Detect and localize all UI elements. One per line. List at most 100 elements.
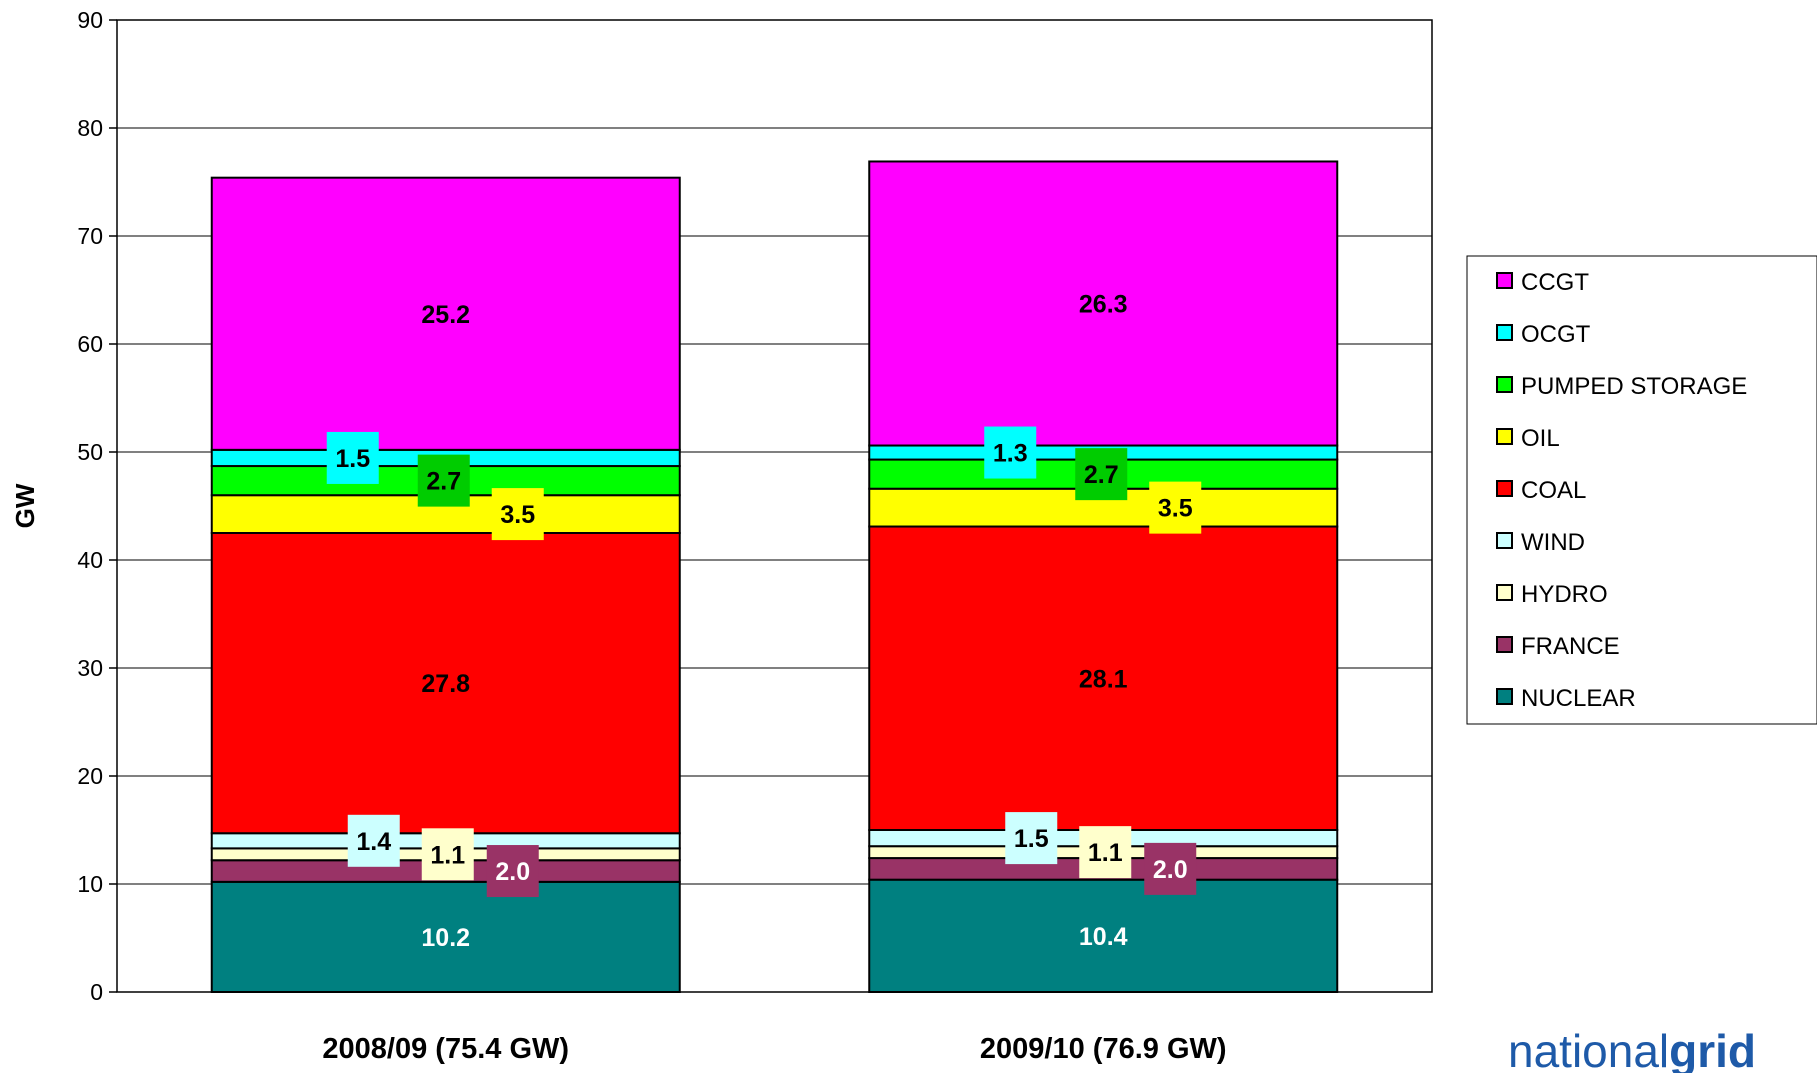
legend-label-france: FRANCE [1521,633,1620,660]
data-label-nuclear-2: 10.4 [1079,923,1128,951]
y-tick-label-30: 30 [77,655,103,681]
bars: 10.2 2.0 1.1 1.4 27.8 3.5 2.7 1.5 25.2 10.4 2.0 1.1… [210,160,1339,994]
y-tick-label-10: 10 [77,871,103,897]
bar-coal-1 [210,532,681,835]
data-label-bg-pumped-storage-2 [1075,448,1128,501]
legend-swatch-ocgt [1496,324,1513,341]
logo-text-grid: grid [1669,1028,1757,1073]
legend-swatch-nuclear [1496,688,1513,705]
data-label-text-hydro-1: 1.1 [430,841,465,869]
x-tick-label-1: 2008/09 (75.4 GW) [322,1033,569,1065]
legend-label-ccgt: CCGT [1521,269,1589,296]
data-label-bg-france-1 [486,845,539,898]
data-label-bg-oil-2 [1149,481,1202,534]
data-label-text-ccgt-2: 26.3 [1079,291,1128,319]
data-label-text-oil-2: 3.5 [1158,495,1193,523]
logo-text-national: national [1508,1028,1670,1073]
data-label-text-ocgt-2: 1.3 [993,440,1028,468]
legend-label-ocgt: OCGT [1521,321,1591,348]
data-label-pumped-storage-2: 2.7 [1075,448,1128,501]
data-label-text-oil-1: 3.5 [500,501,535,529]
plot-area-border [116,19,1433,993]
data-label-ocgt-1: 1.5 [326,431,379,484]
y-tick-label-40: 40 [77,547,103,573]
data-label-wind-1: 1.4 [347,814,400,867]
legend-swatch-oil [1496,428,1513,445]
data-label-text-coal-2: 28.1 [1079,665,1128,693]
data-label-france-1: 2.0 [486,845,539,898]
y-axis-title: GW [10,483,40,528]
data-label-oil-1: 3.5 [491,488,544,541]
legend-item-pumped-storage: PUMPED STORAGE [1496,373,1747,400]
data-label-coal-2: 28.1 [1079,665,1128,693]
data-label-wind-2: 1.5 [1005,812,1058,865]
legend-swatch-wind [1496,532,1513,549]
y-tick-label-0: 0 [90,979,103,1005]
legend-item-oil: OIL [1496,425,1560,452]
y-tick-label-60: 60 [77,331,103,357]
legend-box [1466,255,1817,725]
data-label-bg-pumped-storage-1 [417,454,470,507]
data-label-text-nuclear-2: 10.4 [1079,923,1128,951]
data-label-text-ocgt-1: 1.5 [335,445,370,473]
y-tick-label-50: 50 [77,439,103,465]
data-label-text-hydro-2: 1.1 [1088,839,1123,867]
legend-item-hydro: HYDRO [1496,581,1608,608]
legend-swatch-pumped-storage [1496,376,1513,393]
legend-swatch-ccgt [1496,272,1513,289]
data-label-bg-hydro-1 [421,828,474,881]
data-label-text-france-1: 2.0 [495,858,530,886]
bar-ccgt-1 [210,176,681,451]
legend-item-nuclear: NUCLEAR [1496,685,1636,712]
data-label-bg-france-2 [1144,842,1197,895]
data-label-france-2: 2.0 [1144,842,1197,895]
data-label-text-pumped-storage-1: 2.7 [426,468,461,496]
legend-label-coal: COAL [1521,477,1586,504]
x-axis-labels: 2008/09 (75.4 GW) 2009/10 (76.9 GW) [322,1033,1226,1065]
legend-label-wind: WIND [1521,529,1585,556]
data-label-bg-ocgt-2 [984,426,1037,479]
data-label-bg-wind-1 [347,814,400,867]
legend-label-pumped-storage: PUMPED STORAGE [1521,373,1747,400]
data-label-ocgt-2: 1.3 [984,426,1037,479]
legend-label-oil: OIL [1521,425,1560,452]
legend-swatch-coal [1496,480,1513,497]
data-label-text-coal-1: 27.8 [421,670,470,698]
legend-item-france: FRANCE [1496,633,1620,660]
data-label-text-pumped-storage-2: 2.7 [1084,461,1119,489]
legend-swatch-hydro [1496,584,1513,601]
legend-label-nuclear: NUCLEAR [1521,685,1636,712]
legend-item-wind: WIND [1496,529,1585,556]
data-label-text-france-2: 2.0 [1153,856,1188,884]
legend-label-hydro: HYDRO [1521,581,1608,608]
y-tick-label-70: 70 [77,223,103,249]
bar-coal-2 [868,525,1339,832]
legend: CCGT OCGT PUMPED STORAGE OIL COAL WIND HYDRO FR… [1466,255,1817,725]
y-tick-label-80: 80 [77,115,103,141]
y-tick-label-20: 20 [77,763,103,789]
data-label-bg-hydro-2 [1079,826,1132,879]
data-label-bg-ocgt-1 [326,431,379,484]
bar-stack-2 [868,160,1339,993]
bar-ccgt-2 [868,160,1339,447]
data-label-text-ccgt-1: 25.2 [421,301,470,329]
data-label-ccgt-2: 26.3 [1079,291,1128,319]
bar-nuclear-1 [210,880,681,994]
y-tick-label-90: 90 [77,7,103,33]
data-label-hydro-2: 1.1 [1079,826,1132,879]
data-label-bg-oil-1 [491,488,544,541]
legend-item-ocgt: OCGT [1496,321,1591,348]
data-label-ccgt-1: 25.2 [421,301,470,329]
data-label-coal-1: 27.8 [421,670,470,698]
legend-swatch-france [1496,636,1513,653]
national-grid-logo: nationalgrid [1508,1028,1756,1073]
data-label-text-wind-2: 1.5 [1014,825,1049,853]
legend-item-coal: COAL [1496,477,1586,504]
data-label-text-wind-1: 1.4 [356,828,391,856]
data-label-hydro-1: 1.1 [421,828,474,881]
y-axis: 0 10 20 30 40 50 60 70 80 90 GW [10,7,117,1005]
x-tick-label-2: 2009/10 (76.9 GW) [980,1033,1227,1065]
data-label-nuclear-1: 10.2 [421,924,470,952]
